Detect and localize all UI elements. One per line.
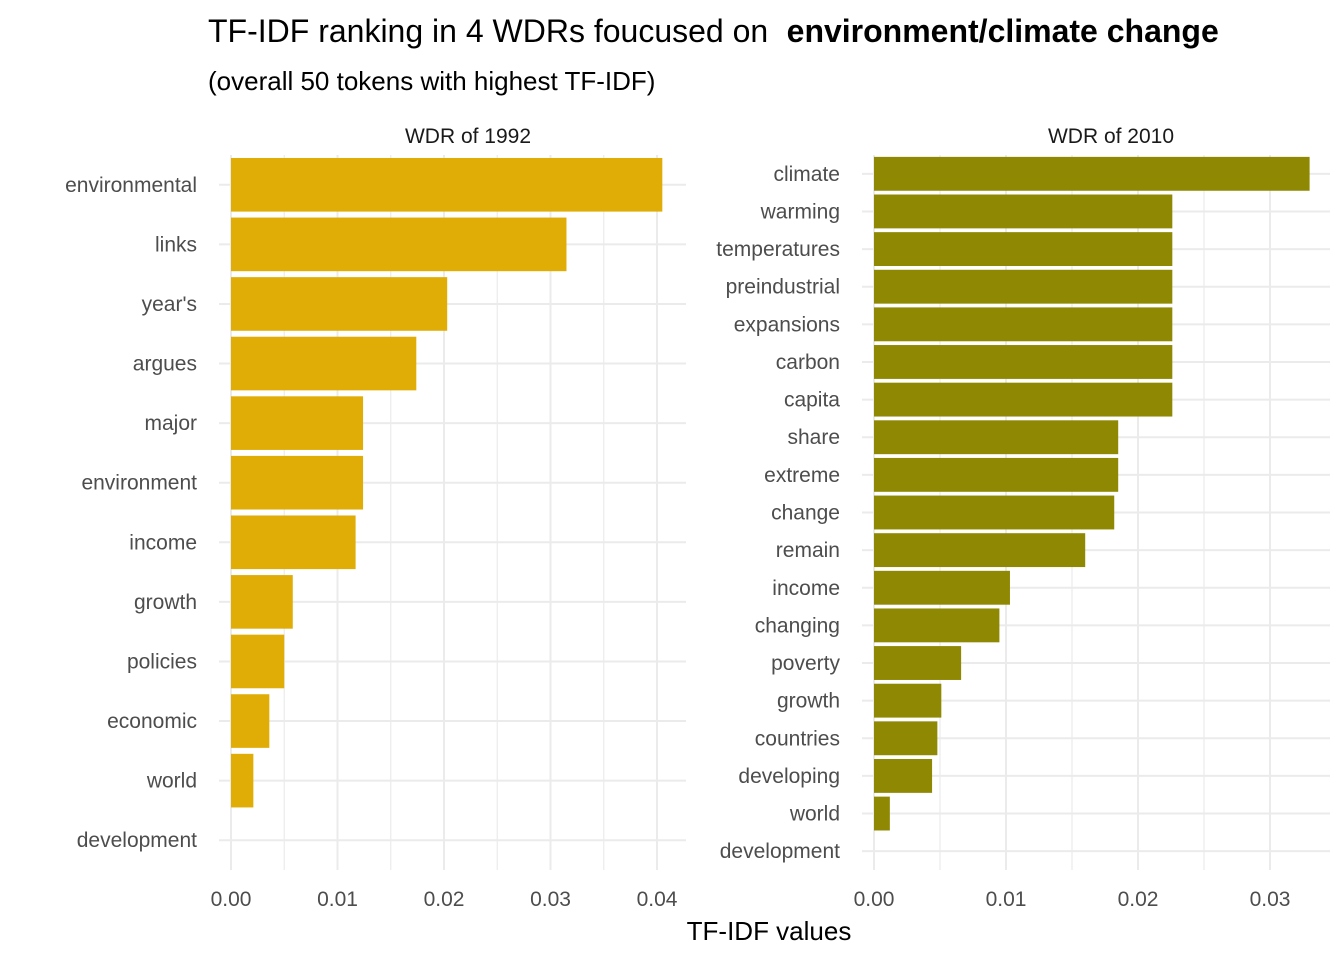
bar	[874, 570, 1010, 605]
y-category-label: carbon	[776, 351, 840, 374]
y-category-label: poverty	[771, 652, 840, 675]
y-category-label: income	[129, 531, 197, 554]
y-category-label: policies	[127, 650, 197, 673]
bar	[874, 608, 1000, 643]
y-category-label: growth	[777, 690, 840, 713]
bar	[231, 157, 663, 212]
x-axis-title: TF-IDF values	[687, 916, 852, 946]
y-category-label: climate	[773, 163, 840, 186]
bar	[231, 396, 364, 450]
y-category-label: income	[772, 577, 840, 600]
y-category-label: links	[155, 233, 197, 256]
x-tick-label: 0.01	[317, 888, 358, 911]
y-category-label: developing	[738, 765, 840, 788]
bar	[231, 515, 356, 570]
chart-subtitle: (overall 50 tokens with highest TF-IDF)	[208, 66, 655, 96]
bar	[874, 420, 1119, 455]
chart-title-prefix: TF-IDF ranking in 4 WDRs foucused on	[208, 13, 768, 49]
y-category-label: expansions	[734, 313, 840, 336]
bar	[231, 336, 417, 391]
bar	[874, 457, 1119, 492]
bar	[231, 694, 270, 748]
bar	[231, 634, 285, 689]
y-category-label: world	[146, 770, 197, 793]
x-tick-label: 0.00	[211, 888, 252, 911]
y-category-label: share	[787, 426, 840, 449]
y-category-label: capita	[784, 389, 840, 412]
bar	[874, 683, 942, 718]
y-category-label: remain	[776, 539, 840, 562]
chart-title-bold: environment/climate change	[787, 13, 1219, 49]
y-category-label: development	[720, 840, 840, 863]
bar	[874, 495, 1115, 530]
y-category-label: countries	[755, 727, 840, 750]
bar	[231, 753, 254, 808]
y-category-label: year's	[142, 293, 197, 316]
bar	[874, 382, 1173, 417]
bar	[874, 194, 1173, 229]
y-category-label: change	[771, 502, 840, 525]
bar	[874, 758, 933, 793]
x-tick-label: 0.03	[530, 888, 571, 911]
y-category-label: major	[144, 412, 197, 435]
panel-wdr-2010: WDR of 2010 0.00 0.01 0.02 0.03 climate warmin…	[716, 125, 1330, 911]
y-category-label: economic	[107, 710, 197, 733]
panel-wdr-1992: WDR of 1992 0.00 0.01 0.02 0.03 0.04 environme…	[65, 125, 686, 911]
y-category-label: argues	[133, 353, 197, 376]
y-category-label: preindustrial	[726, 276, 840, 299]
y-category-label: environment	[81, 472, 197, 495]
bar	[874, 156, 1310, 191]
bar	[874, 533, 1086, 568]
bar	[874, 269, 1173, 304]
y-category-label: temperatures	[716, 238, 840, 261]
y-category-label: changing	[755, 614, 840, 637]
x-tick-label: 0.03	[1250, 888, 1291, 911]
x-tick-label: 0.01	[986, 888, 1027, 911]
bar	[874, 232, 1173, 267]
bar	[874, 721, 938, 756]
chart-title: TF-IDF ranking in 4 WDRs foucused on env…	[208, 13, 1219, 49]
y-category-label: extreme	[764, 464, 840, 487]
bar	[231, 217, 567, 272]
x-tick-label: 0.04	[637, 888, 678, 911]
bar	[874, 307, 1173, 342]
y-category-label: development	[77, 829, 197, 852]
panel-title: WDR of 2010	[1048, 125, 1174, 148]
panel-title: WDR of 1992	[405, 125, 531, 148]
x-tick-label: 0.00	[854, 888, 895, 911]
bar	[231, 277, 448, 331]
bar	[874, 646, 962, 680]
x-tick-label: 0.02	[1118, 888, 1159, 911]
y-category-label: warming	[760, 200, 840, 223]
bar	[874, 796, 890, 831]
bar	[874, 345, 1173, 379]
y-category-label: world	[789, 803, 840, 826]
bar	[231, 455, 364, 510]
bar	[231, 575, 293, 629]
y-category-label: growth	[134, 591, 197, 614]
x-tick-label: 0.02	[424, 888, 465, 911]
y-category-label: environmental	[65, 174, 197, 197]
